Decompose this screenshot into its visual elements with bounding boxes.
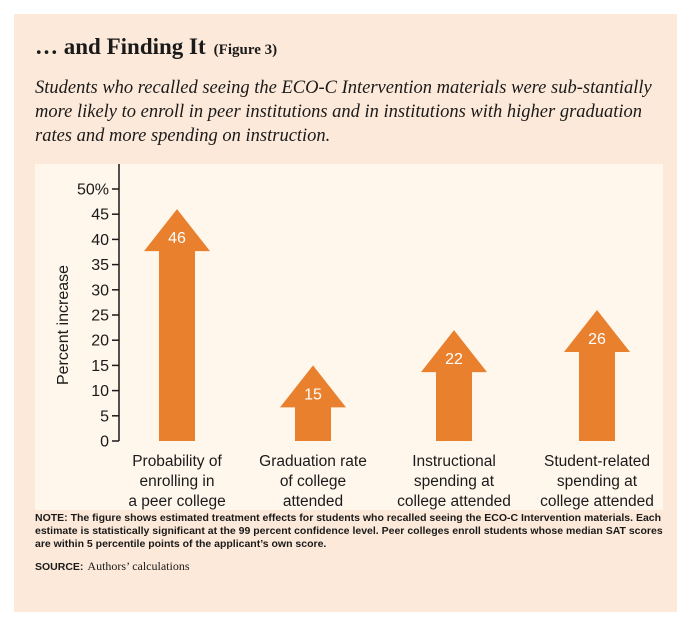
- y-tick-label: 50%: [77, 182, 109, 199]
- y-tick-label: 35: [91, 257, 109, 274]
- bar-arrow: [564, 309, 630, 441]
- bar-arrow: [280, 365, 346, 441]
- bar-chart: 0 5 10 15 20 25 30 35 40 45 50% Percent increase 46 1…: [55, 164, 630, 451]
- figure-source: SOURCE: Authors’ calculations: [35, 559, 190, 574]
- y-tick-label: 0: [100, 434, 109, 451]
- y-tick-label: 10: [91, 383, 109, 400]
- bar-value-label: 22: [445, 351, 463, 368]
- figure-subtitle: Students who recalled seeing the ECO-C I…: [35, 78, 652, 146]
- chart-area: 0 5 10 15 20 25 30 35 40 45 50% Percent increase 46 1…: [35, 164, 663, 510]
- y-tick-label: 30: [91, 282, 109, 299]
- figure-panel: … and Finding It (Figure 3) Students who …: [14, 14, 677, 612]
- y-axis-title: Percent increase: [55, 265, 72, 385]
- bar-arrow: [421, 330, 487, 441]
- y-tick-label: 5: [100, 408, 109, 425]
- y-tick-label: 25: [91, 308, 109, 325]
- category-label: Graduation rate of college attended: [259, 453, 367, 510]
- source-label: SOURCE:: [35, 561, 84, 573]
- figure-title: … and Finding It (Figure 3): [35, 34, 277, 60]
- title-text: … and Finding It: [35, 34, 206, 59]
- y-tick-label: 40: [91, 232, 109, 249]
- bar-value-label: 46: [168, 230, 186, 247]
- category-label: Instructional spending at college attend…: [397, 453, 511, 510]
- bar-arrow: [144, 209, 210, 441]
- bar-value-label: 15: [304, 386, 322, 403]
- category-label: Student-related spending at college atte…: [540, 453, 654, 510]
- y-tick-label: 15: [91, 358, 109, 375]
- figure-reference: (Figure 3): [213, 42, 278, 58]
- source-text: Authors’ calculations: [87, 559, 190, 573]
- bar-value-label: 26: [588, 331, 606, 348]
- category-label: Probability of enrolling in a peer colle…: [128, 453, 226, 510]
- y-tick-label: 45: [91, 207, 109, 224]
- figure-note: NOTE: The figure shows estimated treatme…: [35, 512, 663, 550]
- y-tick-label: 20: [91, 333, 109, 350]
